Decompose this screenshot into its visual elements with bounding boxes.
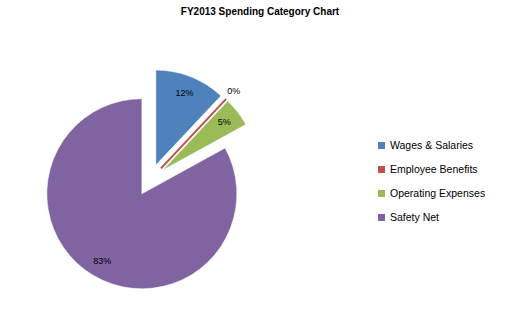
legend-label: Safety Net bbox=[390, 211, 439, 223]
pie-slice bbox=[47, 99, 237, 289]
chart-container: FY2013 Spending Category Chart 12% 0% 5% 83%… bbox=[0, 0, 520, 333]
data-label: 5% bbox=[218, 117, 231, 127]
legend-swatch bbox=[378, 214, 385, 221]
legend-label: Employee Benefits bbox=[390, 163, 478, 175]
legend-swatch bbox=[378, 142, 385, 149]
legend-swatch bbox=[378, 166, 385, 173]
pie bbox=[47, 70, 246, 289]
chart-svg: FY2013 Spending Category Chart 12% 0% 5% 83%… bbox=[0, 0, 520, 333]
legend-swatch bbox=[378, 190, 385, 197]
legend-label: Wages & Salaries bbox=[390, 139, 473, 151]
background bbox=[0, 0, 520, 333]
legend-label: Operating Expenses bbox=[390, 187, 485, 199]
legend: Wages & Salaries Employee Benefits Operati… bbox=[378, 139, 485, 223]
title: FY2013 Spending Category Chart bbox=[181, 6, 340, 17]
data-label: 12% bbox=[176, 88, 194, 98]
data-label: 0% bbox=[227, 86, 240, 96]
data-labels: 12% 0% 5% 83% bbox=[93, 86, 240, 266]
data-label: 83% bbox=[93, 256, 111, 266]
